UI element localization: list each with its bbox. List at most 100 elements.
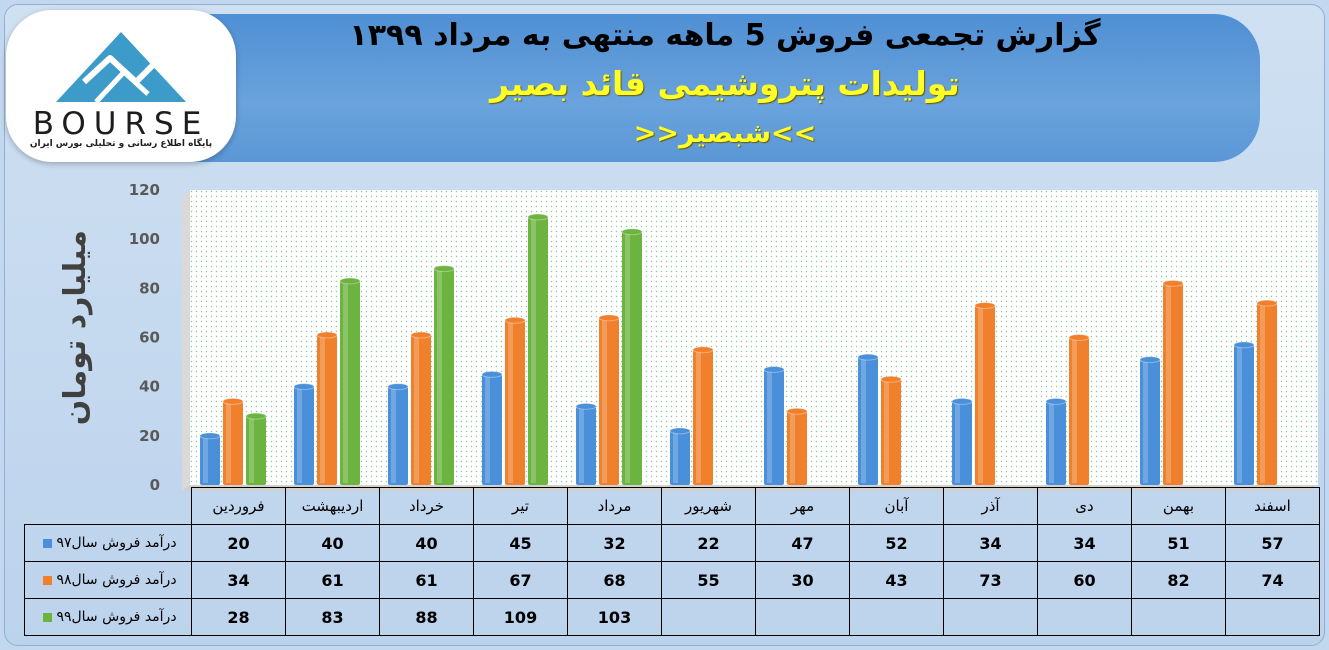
bar: [621, 228, 643, 485]
y-tick-label: 0: [150, 476, 160, 494]
data-label: 45: [473, 524, 568, 562]
data-label: [849, 598, 944, 636]
data-label: 28: [191, 598, 286, 636]
y-tick-label: 120: [129, 181, 160, 199]
data-label: 57: [1225, 524, 1320, 562]
bar: [857, 353, 879, 485]
logo-tagline: پایگاه اطلاع رسانی و تحلیلی بورس ایران: [29, 139, 213, 149]
series-name: درآمد فروش سال۹۷: [56, 535, 177, 551]
bar: [1162, 279, 1184, 485]
bar: [1139, 356, 1161, 485]
data-label: 34: [191, 561, 286, 599]
series-name: درآمد فروش سال۹۸: [56, 572, 177, 588]
bar: [575, 402, 597, 485]
data-label: 68: [567, 561, 662, 599]
x-tick-label: شهریور: [661, 487, 756, 525]
data-label: 82: [1131, 561, 1226, 599]
bar: [481, 370, 503, 485]
logo-word: BOURSE: [32, 106, 210, 142]
y-tick-label: 20: [139, 427, 160, 445]
legend-entry: درآمد فروش سال۹۸: [24, 561, 192, 599]
data-label: [943, 598, 1038, 636]
table-row: درآمد فروش سال۹۸ 34 61 61 67 68 55 30 43 73 60 82 74: [24, 561, 1320, 599]
bar: [692, 346, 714, 485]
bar: [880, 375, 902, 485]
data-label: [1225, 598, 1320, 636]
data-label: 74: [1225, 561, 1320, 599]
title-line-1: گزارش تجمعی فروش 5 ماهه منتهی به مرداد ۱…: [349, 18, 1101, 53]
x-tick-label: آبان: [849, 487, 944, 525]
data-label: 88: [379, 598, 474, 636]
data-label: 43: [849, 561, 944, 599]
plot-area: [190, 190, 1318, 485]
title-line-3: >>شبصیر<<: [633, 118, 817, 149]
x-tick-label: اردیبهشت: [285, 487, 380, 525]
data-label: 83: [285, 598, 380, 636]
bar: [1256, 299, 1278, 485]
legend-entry: درآمد فروش سال۹۷: [24, 524, 192, 562]
bar: [786, 407, 808, 485]
logo: [6, 10, 236, 162]
data-label: 67: [473, 561, 568, 599]
data-label: 61: [379, 561, 474, 599]
data-label: [755, 598, 850, 636]
data-label: [661, 598, 756, 636]
y-tick-label: 100: [129, 230, 160, 248]
bar: [433, 265, 455, 485]
legend-swatch: [43, 538, 53, 548]
bar: [339, 277, 361, 485]
bar: [410, 331, 432, 485]
bar: [245, 412, 267, 485]
data-table: فروردین اردیبهشت خرداد تیر مرداد شهریور مهر آبا…: [24, 487, 1320, 636]
bar: [316, 331, 338, 485]
data-label: 60: [1037, 561, 1132, 599]
data-label: 34: [943, 524, 1038, 562]
y-tick-label: 40: [139, 378, 160, 396]
bar: [387, 383, 409, 485]
data-label: 34: [1037, 524, 1132, 562]
x-tick-label: اسفند: [1225, 487, 1320, 525]
data-label: 40: [379, 524, 474, 562]
x-tick-label: مهر: [755, 487, 850, 525]
data-label: 20: [191, 524, 286, 562]
bar: [763, 365, 785, 485]
data-label: 32: [567, 524, 662, 562]
data-label: 30: [755, 561, 850, 599]
plot-side-wall: [182, 190, 190, 491]
table-row: درآمد فروش سال۹۷ 20 40 40 45 32 22 47 52 34 34 51 57: [24, 524, 1320, 562]
bar: [293, 383, 315, 485]
header-panel: [190, 14, 1260, 162]
legend-swatch: [43, 612, 53, 622]
bar: [527, 213, 549, 485]
data-label: 51: [1131, 524, 1226, 562]
x-tick-label: خرداد: [379, 487, 474, 525]
data-label: 22: [661, 524, 756, 562]
bar: [1233, 341, 1255, 485]
y-tick-label: 80: [139, 279, 160, 297]
x-tick-label: فروردین: [191, 487, 286, 525]
bar: [974, 302, 996, 485]
bar: [669, 427, 691, 485]
data-label: 47: [755, 524, 850, 562]
data-label: 73: [943, 561, 1038, 599]
data-label: 55: [661, 561, 756, 599]
x-tick-label: دی: [1037, 487, 1132, 525]
y-tick-label: 60: [139, 329, 160, 347]
bar: [598, 314, 620, 485]
bar: [951, 397, 973, 485]
x-tick-label: آذر: [943, 487, 1038, 525]
data-label: [1037, 598, 1132, 636]
data-label: 40: [285, 524, 380, 562]
logo-mark-icon: [56, 32, 186, 104]
data-label: 109: [473, 598, 568, 636]
data-label: 52: [849, 524, 944, 562]
bar: [222, 397, 244, 485]
legend-swatch: [43, 575, 53, 585]
series-name: درآمد فروش سال۹۹: [56, 609, 177, 625]
legend-entry: درآمد فروش سال۹۹: [24, 598, 192, 636]
data-label: [1131, 598, 1226, 636]
bar: [504, 316, 526, 485]
data-label: 103: [567, 598, 662, 636]
x-tick-label: بهمن: [1131, 487, 1226, 525]
